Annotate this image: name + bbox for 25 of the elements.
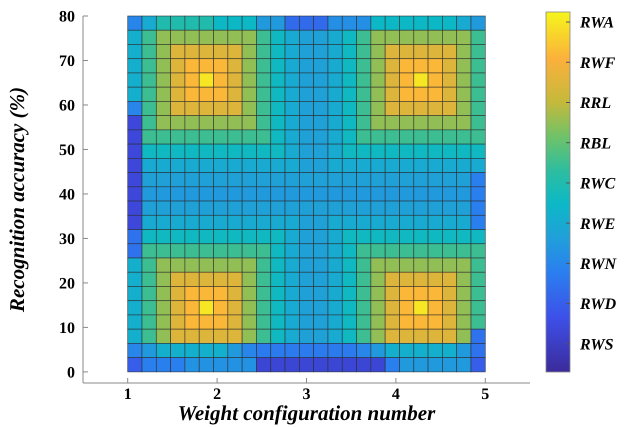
y-tick-label: 40: [59, 186, 75, 204]
y-tick-label: 70: [59, 53, 75, 70]
x-tick-label: 5: [481, 386, 490, 403]
x-tick-label: 1: [124, 386, 132, 403]
color-bar-label: RWC: [579, 176, 616, 193]
x-axis-title: Weight configuration number: [178, 401, 436, 425]
x-tick-label: 4: [392, 386, 400, 403]
color-bar-label: RRL: [579, 95, 612, 112]
color-bar-label: RWF: [579, 54, 616, 72]
color-bar-label: RWA: [579, 14, 614, 32]
x-tick-label: 2: [213, 386, 222, 403]
color-bar-label: RBL: [579, 135, 612, 152]
y-tick-label: 60: [59, 98, 75, 115]
y-tick-label: 0: [67, 364, 75, 382]
y-tick-label: 20: [59, 276, 75, 293]
x-tick-label: 3: [302, 386, 310, 403]
y-tick-label: 50: [59, 142, 75, 160]
y-tick-label: 30: [59, 231, 75, 248]
y-axis-title: Recognition accuracy (%): [5, 86, 29, 314]
y-tick-label: 80: [59, 8, 75, 26]
y-tick-label: 10: [59, 320, 75, 337]
color-bar-label: RWN: [579, 256, 618, 273]
color-bar-label: RWD: [579, 296, 617, 314]
color-bar-label: RWS: [579, 336, 614, 354]
color-bar-label: RWE: [579, 216, 616, 233]
